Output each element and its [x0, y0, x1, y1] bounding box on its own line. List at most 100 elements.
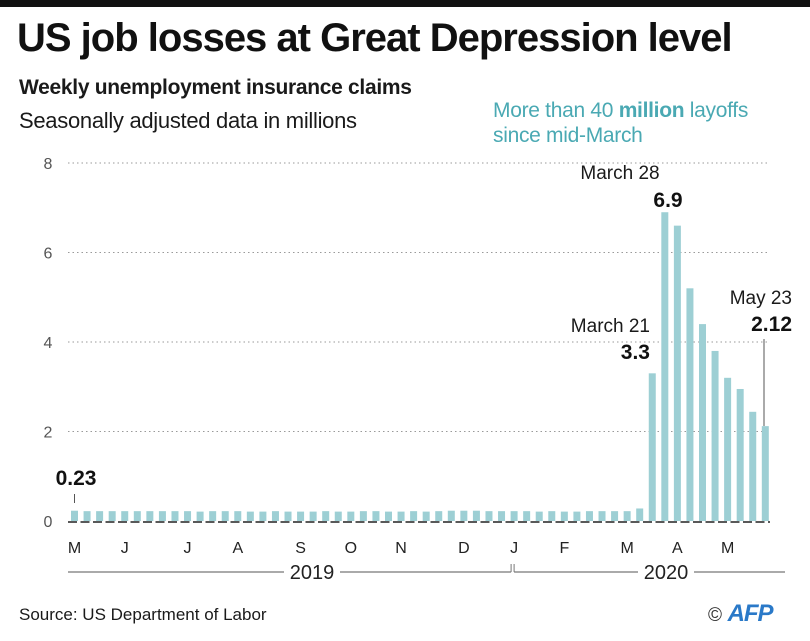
bar [259, 511, 267, 521]
x-tick-label: A [232, 540, 243, 557]
afp-credit: © AFP [708, 600, 774, 628]
annotation-date: May 23 [730, 288, 792, 309]
bar [385, 511, 392, 521]
annotation-value: 0.23 [56, 467, 97, 490]
chart-subtitle: Weekly unemployment insurance claims [19, 76, 412, 99]
bar [397, 511, 405, 521]
bar [498, 511, 506, 521]
bar [196, 511, 204, 521]
x-tick-label: M [721, 540, 734, 557]
y-tick-label: 2 [44, 425, 53, 442]
bar [573, 511, 581, 521]
bar [133, 511, 141, 521]
bar [673, 225, 681, 521]
annotation-value: 2.12 [751, 313, 792, 336]
y-tick-label: 4 [44, 335, 53, 352]
bar [560, 511, 568, 521]
copyright-icon: © [708, 605, 722, 626]
y-tick-label: 6 [44, 246, 53, 263]
bar [736, 388, 744, 521]
source-note: Source: US Department of Labor [19, 605, 267, 624]
bar [158, 511, 166, 521]
bar [686, 288, 694, 521]
bar [121, 511, 129, 521]
x-axis-year-labels: 2019 2020 [68, 562, 785, 584]
bar [523, 511, 531, 521]
bar [410, 511, 418, 521]
x-tick-label: M [68, 540, 81, 557]
x-tick-label: S [295, 540, 306, 557]
bar [661, 212, 669, 521]
callout-bold: million [618, 99, 685, 122]
bar [435, 511, 443, 521]
callout-line-2: since mid-March [493, 124, 643, 147]
x-tick-label: M [620, 540, 633, 557]
bar [309, 511, 317, 521]
callout-line-1: More than 40 million layoffs [493, 98, 748, 123]
bar [334, 511, 342, 521]
bar [146, 511, 154, 521]
bar [96, 511, 104, 521]
bar [108, 511, 116, 521]
bar [510, 511, 518, 521]
bar [460, 510, 468, 521]
bar [271, 511, 279, 521]
bar [472, 510, 480, 521]
x-tick-label: O [345, 540, 357, 557]
bar [699, 324, 706, 521]
annotation-date: March 28 [580, 163, 659, 184]
afp-logo: AFP [727, 600, 774, 627]
layoffs-callout: More than 40 million layoffs since mid-M… [493, 98, 748, 148]
bar [184, 511, 192, 521]
bar [322, 511, 330, 521]
bar [648, 373, 656, 521]
chart-title: US job losses at Great Depression level [17, 16, 733, 60]
bar [221, 511, 229, 521]
bar [611, 511, 619, 521]
bar [761, 426, 769, 521]
bar [535, 511, 543, 521]
bar [598, 511, 606, 521]
annotation-value: 6.9 [653, 189, 682, 212]
bar [284, 511, 292, 521]
x-tick-label: J [121, 540, 129, 557]
callout-pre: More than 40 [493, 99, 619, 122]
bar [636, 508, 644, 521]
chart-units-note: Seasonally adjusted data in millions [19, 108, 357, 133]
bar [711, 350, 719, 521]
bars [71, 212, 769, 521]
x-tick-label: N [395, 540, 407, 557]
year-label: 2020 [644, 562, 689, 584]
top-rule [0, 0, 810, 7]
bar [359, 511, 367, 521]
bar [171, 511, 179, 521]
bar [347, 511, 355, 521]
x-tick-label: F [559, 540, 569, 557]
bar [234, 511, 242, 521]
year-label: 2019 [290, 562, 335, 584]
x-tick-label: D [458, 540, 470, 557]
bar [485, 511, 493, 521]
y-tick-label: 8 [44, 156, 53, 173]
annotations: 0.23 March 21 3.3 March 28 6.9 May 23 2.12 [56, 163, 792, 503]
annotation-value: 3.3 [621, 341, 650, 364]
bar [422, 511, 430, 521]
x-tick-label: J [510, 540, 518, 557]
bar [297, 511, 305, 521]
bar [209, 511, 217, 521]
bar [585, 511, 593, 521]
bar [749, 411, 757, 521]
bar [447, 510, 455, 521]
y-axis-ticks: 0 2 4 6 8 [44, 156, 53, 531]
bar [246, 511, 254, 521]
bar [623, 511, 631, 521]
bar [372, 511, 380, 521]
callout-post: layoffs [684, 99, 749, 122]
bar [71, 510, 78, 521]
x-tick-label: J [184, 540, 192, 557]
bar [548, 511, 556, 521]
bar [724, 377, 732, 521]
annotation-date: March 21 [571, 316, 650, 337]
